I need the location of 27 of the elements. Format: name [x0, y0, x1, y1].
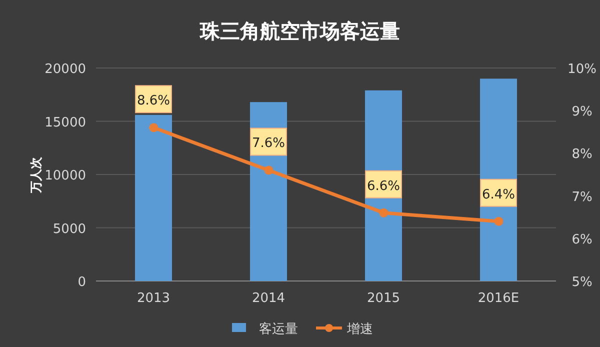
y2-tick-label: 5% [572, 275, 592, 290]
x-tick-label: 2016E [478, 291, 520, 306]
data-label: 7.6% [252, 136, 286, 152]
y2-tick-label: 10% [568, 62, 596, 77]
legend-label: 增速 [346, 322, 373, 337]
point [149, 123, 158, 132]
point [379, 208, 388, 218]
x-tick-label: 2014 [252, 291, 286, 306]
point [494, 216, 503, 226]
data-label: 6.6% [366, 178, 400, 194]
y-tick-label: 15000 [44, 115, 86, 130]
legend-label: 客运量 [259, 321, 298, 337]
y2-tick-label: 6% [572, 232, 592, 248]
y-tick-label: 0 [78, 275, 86, 290]
y2-tick-label: 7% [572, 190, 592, 205]
x-tick-label: 2015 [366, 291, 400, 306]
y-tick-label: 20000 [44, 62, 86, 77]
x-tick-label: 2013 [136, 291, 170, 306]
data-label: 6.4% [482, 187, 516, 202]
y2-tick-label: 8% [572, 147, 592, 162]
y-tick-label: 10000 [44, 168, 86, 184]
point [264, 166, 273, 175]
data-label: 8.6% [136, 94, 170, 109]
y-tick-label: 5000 [52, 222, 86, 237]
chart-title: 珠三角航空市场客运量 [199, 19, 400, 43]
y2-tick-label: 9% [572, 104, 592, 120]
y-axis-title: 万人次 [29, 156, 43, 194]
